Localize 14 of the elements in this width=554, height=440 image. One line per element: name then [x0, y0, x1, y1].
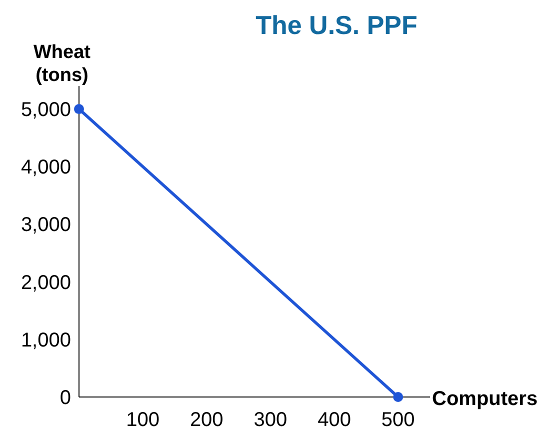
x-tick-label: 200	[190, 409, 224, 431]
y-tick-label: 0	[60, 387, 71, 409]
x-tick-label: 300	[254, 409, 288, 431]
x-tick-label: 500	[381, 409, 415, 431]
y-tick-label: 4,000	[20, 156, 71, 179]
x-tick-label: 400	[318, 409, 351, 431]
y-tick-label: 2,000	[20, 272, 71, 294]
y-tick-label: 5,000	[20, 99, 71, 122]
y-axis-title: Wheat (tons)	[34, 42, 92, 86]
y-tick-label: 3,000	[20, 214, 71, 236]
chart-title: The U.S. PPF	[256, 10, 418, 40]
x-tick-label: 100	[126, 409, 160, 431]
y-tick-label: 1,000	[20, 329, 71, 352]
x-axis-title: Computers	[432, 388, 538, 410]
